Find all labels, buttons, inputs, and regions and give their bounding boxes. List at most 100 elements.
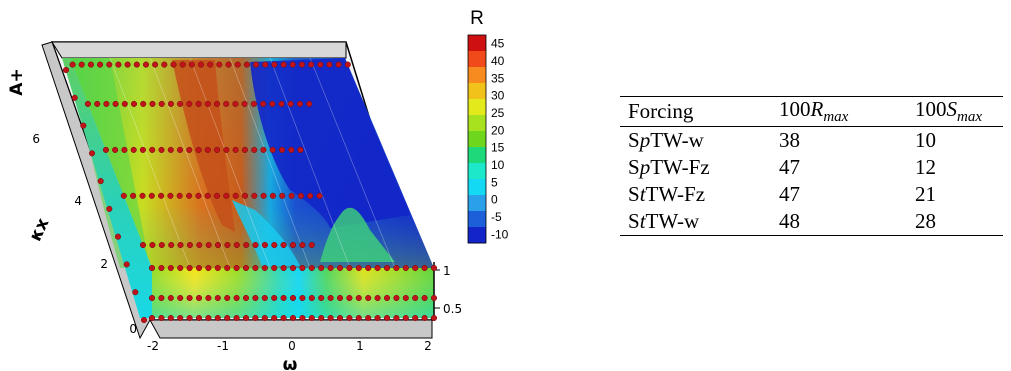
sample-point [103,100,110,107]
sample-point [242,264,250,272]
sample-point [71,94,78,101]
colorbar-tick-label: -10 [491,227,509,241]
sample-point [214,294,221,302]
sample-point [336,264,344,272]
sample-point [223,146,230,153]
sample-point [177,100,184,107]
sample-point [296,100,303,107]
sample-point [186,100,193,107]
sample-point [106,61,113,68]
sample-point [97,61,104,68]
colorbar-segment [468,195,486,212]
sample-point [271,61,278,68]
sample-point [383,294,391,302]
sample-point [242,314,250,322]
sample-point [149,146,156,153]
sample-point [241,146,248,153]
sample-point [123,261,130,268]
sample-point [261,241,268,249]
sample-point [179,61,186,68]
sample-point [177,264,184,272]
sample-point [148,192,155,199]
sample-point [80,122,87,129]
sample-point [355,264,362,272]
sample-point [176,146,184,153]
sample-point [69,61,76,68]
sample-point [288,192,295,199]
sample-point [225,61,232,68]
sample-point [374,314,381,322]
sample-point [167,314,174,322]
sample-point [158,100,165,107]
s-max-cell: 21 [915,182,936,207]
colorbar-segment [468,83,486,100]
sample-point [251,146,258,153]
sample-point [87,61,94,68]
sample-point [167,264,174,272]
sample-point [177,241,184,249]
sample-point [234,61,241,68]
sample-point [158,294,165,302]
colorbar-labels: 45 40 35 30 25 20 15 10 5 0 -5 -10 [491,37,509,242]
sample-point [186,146,193,153]
table-header-row: Forcing 100Rmax 100Smax [620,95,1003,128]
sample-point [252,264,259,272]
sample-point [232,100,239,107]
sample-point [335,61,342,68]
sample-point [233,241,240,249]
sample-point [213,192,221,199]
colorbar-segment [468,115,486,132]
sample-point [106,205,113,212]
sample-point [252,61,260,68]
sample-point [205,264,212,272]
y-tick: 0 [129,322,137,336]
sample-point [170,61,177,68]
sample-point [241,192,249,199]
sample-point [327,264,334,272]
sample-point [374,264,381,272]
sample-point [112,146,119,153]
colorbar-tick-label: 40 [491,54,505,68]
sample-point [195,100,202,107]
sample-point [195,146,202,153]
sample-point [252,314,259,322]
sample-point [365,314,372,322]
sample-point [158,146,165,153]
sample-point [308,294,315,302]
sample-point [186,264,193,272]
sample-point [393,294,400,302]
sample-point [84,100,91,107]
sample-point [280,294,287,302]
r-max-cell: 47 [779,182,800,207]
sample-point [243,61,250,68]
sample-point [78,61,85,68]
sample-point [279,192,286,199]
sample-point [213,100,221,107]
sample-point [288,146,295,153]
sample-point [132,289,139,296]
sample-point [148,264,156,272]
sample-point [102,146,109,153]
x-tick: -2 [147,339,159,353]
plot-back-wall [51,41,347,59]
sample-point [205,241,212,249]
sample-point [280,61,287,68]
sample-point [402,264,409,272]
x-tick: 2 [424,339,432,353]
z-axis-label: A+ [7,68,27,95]
sample-point [269,192,276,199]
sample-point [287,100,294,107]
sample-point [223,192,230,199]
sample-point [430,314,438,322]
sample-point [250,100,257,107]
sample-point [196,241,203,249]
sample-point [88,150,96,157]
sample-point [120,192,127,199]
z-tick: 1 [443,264,451,278]
header-r-max: 100Rmax [771,95,907,128]
sample-point [167,100,174,107]
colorbar [467,34,487,244]
sample-point [260,146,267,153]
x-tick: 1 [356,339,364,353]
